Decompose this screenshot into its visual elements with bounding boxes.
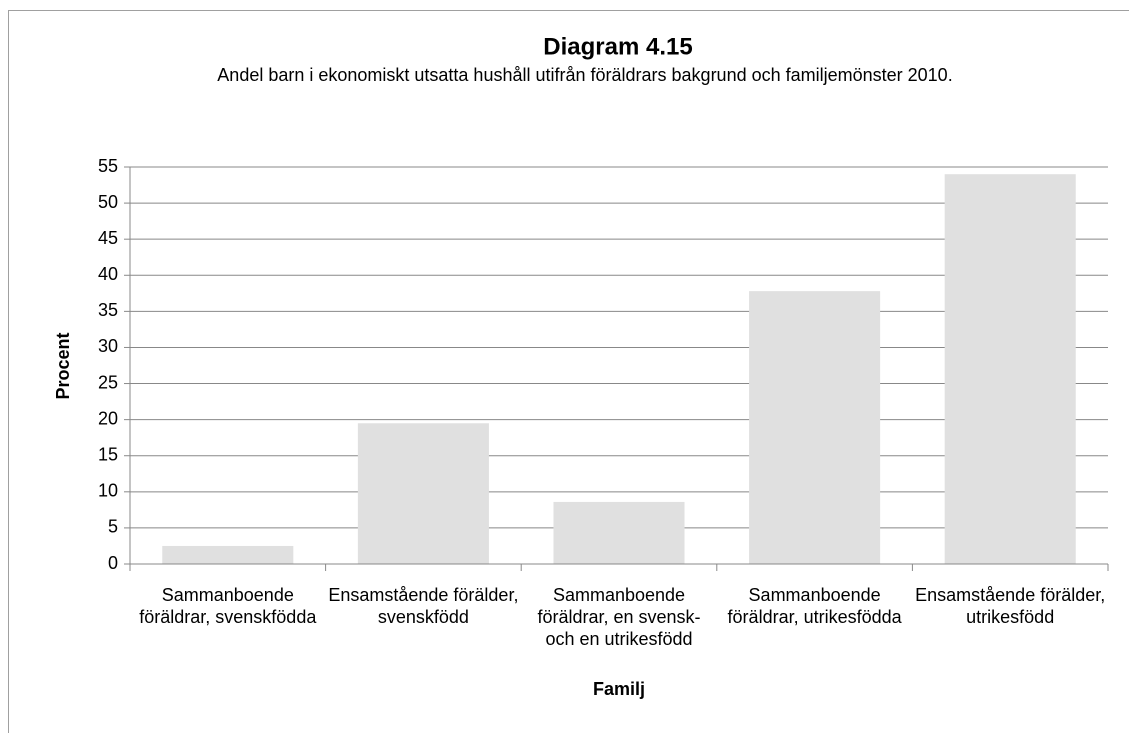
y-tick-label: 15 <box>98 444 118 464</box>
x-tick-box: Sammanboende föräldrar, utrikesfödda <box>717 584 913 664</box>
y-tick-label: 45 <box>98 228 118 248</box>
subtitle-box: Andel barn i ekonomiskt utsatta hushåll … <box>140 64 1030 124</box>
y-tick-label: 40 <box>98 264 118 284</box>
bar <box>749 291 880 564</box>
y-tick-label: 30 <box>98 336 118 356</box>
bar <box>358 423 489 564</box>
x-tick-box: Ensamstående förälder, utrikesfödd <box>912 584 1108 664</box>
x-tick-box: Sammanboende föräldrar, svenskfödda <box>130 584 326 664</box>
y-tick-label: 0 <box>108 553 118 573</box>
y-tick-label: 25 <box>98 372 118 392</box>
bar <box>553 502 684 564</box>
y-tick-label: 50 <box>98 192 118 212</box>
x-tick-label: Sammanboende föräldrar, utrikesfödda <box>717 584 913 628</box>
bar <box>162 546 293 564</box>
x-tick-box: Sammanboende föräldrar, en svensk- och e… <box>521 584 717 664</box>
x-tick-label: Sammanboende föräldrar, svenskfödda <box>130 584 326 628</box>
chart-title: Diagram 4.15 <box>543 33 692 60</box>
y-tick-label: 5 <box>108 517 118 537</box>
x-tick-label: Ensamstående förälder, utrikesfödd <box>912 584 1108 628</box>
y-axis-label: Procent <box>53 332 73 399</box>
x-tick-label: Ensamstående förälder, svenskfödd <box>326 584 522 628</box>
y-tick-label: 10 <box>98 481 118 501</box>
x-tick-label: Sammanboende föräldrar, en svensk- och e… <box>521 584 717 650</box>
y-tick-label: 35 <box>98 300 118 320</box>
x-tick-box: Ensamstående förälder, svenskfödd <box>326 584 522 664</box>
x-axis-label: Familj <box>593 679 645 699</box>
bar <box>945 174 1076 564</box>
chart-subtitle: Andel barn i ekonomiskt utsatta hushåll … <box>140 64 1030 86</box>
y-tick-label: 20 <box>98 408 118 428</box>
y-tick-label: 55 <box>98 156 118 176</box>
